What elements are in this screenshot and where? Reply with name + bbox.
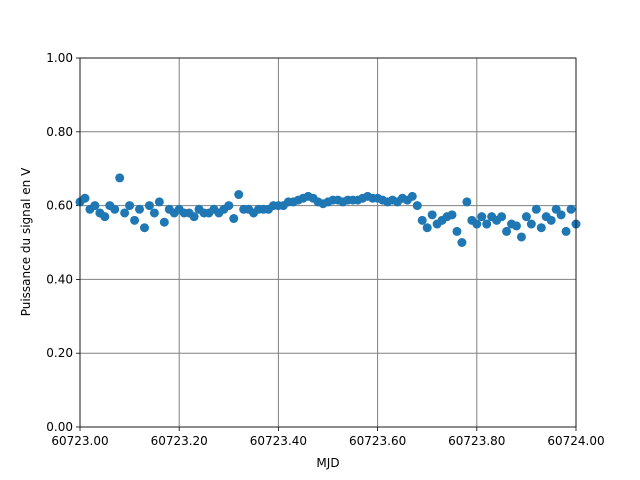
data-point [115,173,125,183]
data-point [224,201,234,211]
data-point [412,201,422,211]
data-point [526,219,536,229]
data-point [110,204,120,214]
data-point [447,210,457,220]
data-point [90,201,100,211]
x-tick-label: 60723.20 [151,434,208,448]
x-tick-label: 60723.40 [250,434,307,448]
data-point [546,215,556,225]
data-point [234,190,244,200]
data-point [139,223,149,233]
data-point [144,201,154,211]
data-point [556,210,566,220]
data-point [80,193,90,203]
data-point [497,212,507,222]
data-point [472,219,482,229]
data-point [149,208,159,218]
data-point [427,210,437,220]
data-point [482,219,492,229]
data-point [502,226,512,236]
data-point [125,201,135,211]
data-point [511,221,521,231]
data-point [100,212,110,222]
x-tick-label: 60723.60 [349,434,406,448]
data-point [566,204,576,214]
x-tick-label: 60723.80 [448,434,505,448]
data-point [407,191,417,201]
data-point [422,223,432,233]
x-axis-label: MJD [316,456,339,470]
y-tick-label: 0.40 [46,272,73,286]
y-tick-label: 0.20 [46,346,73,360]
data-point [477,212,487,222]
y-axis-label: Puissance du signal en V [19,167,33,316]
data-point [561,226,571,236]
data-point [189,212,199,222]
y-tick-label: 0.80 [46,125,73,139]
data-point [135,204,145,214]
y-tick-label: 1.00 [46,51,73,65]
x-tick-label: 60723.00 [51,434,108,448]
data-point [159,217,169,227]
data-point [154,197,164,207]
data-point [229,214,239,224]
data-point [536,223,546,233]
y-tick-label: 0.60 [46,199,73,213]
data-point [516,232,526,242]
data-point [417,215,427,225]
data-point [457,238,467,247]
data-point [120,208,130,218]
y-tick-label: 0.00 [46,420,73,434]
plot-frame [79,57,577,428]
data-point [521,212,531,222]
data-point [462,197,472,207]
data-point [452,226,462,236]
data-point [531,204,541,214]
x-tick-label: 60724.00 [547,434,604,448]
data-point [130,215,140,225]
